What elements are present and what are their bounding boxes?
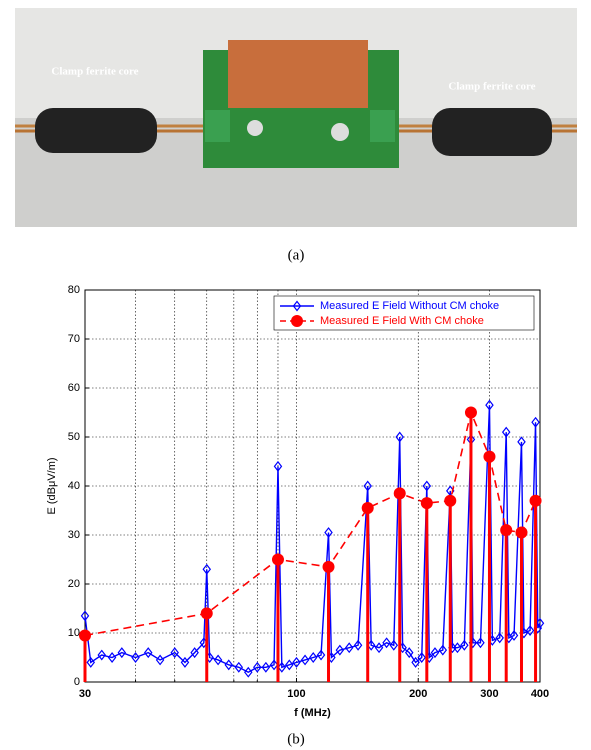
marker — [483, 451, 495, 463]
marker — [465, 407, 477, 419]
terminal — [370, 110, 395, 142]
marker — [291, 315, 303, 327]
marker — [79, 629, 91, 641]
y-tick-label: 70 — [68, 333, 80, 345]
x-tick-label: 300 — [480, 688, 498, 700]
y-tick-label: 80 — [68, 284, 80, 296]
x-axis-label: f (MHz) — [294, 707, 331, 719]
chart: 0 10 20 30 40 50 60 70 80 30 100 200 300 400 f (MHz) E … — [46, 284, 549, 719]
x-tick-label: 30 — [79, 688, 91, 700]
marker — [515, 527, 527, 539]
marker — [362, 502, 374, 514]
capacitor — [247, 120, 263, 136]
marker — [201, 607, 213, 619]
page: Clamp ferrite core Clamp ferrite core (a… — [0, 0, 591, 750]
y-tick-label: 0 — [74, 676, 80, 688]
x-tick-label: 200 — [409, 688, 427, 700]
marker — [444, 495, 456, 507]
ferrite-core — [35, 108, 157, 153]
y-tick-label: 20 — [68, 578, 80, 590]
photo-label: Clamp ferrite core — [448, 81, 535, 93]
y-tick-label: 40 — [68, 480, 80, 492]
legend: Measured E Field Without CM choke Measure… — [274, 296, 534, 330]
marker — [323, 561, 335, 573]
y-tick-label: 30 — [68, 529, 80, 541]
legend-label: Measured E Field Without CM choke — [320, 300, 499, 312]
y-tick-label: 60 — [68, 382, 80, 394]
x-tick-label: 400 — [531, 688, 549, 700]
capacitor — [331, 123, 349, 141]
caption: (b) — [287, 731, 305, 747]
terminal — [205, 110, 230, 142]
y-tick-label: 10 — [68, 627, 80, 639]
copper-shield — [228, 40, 368, 108]
marker — [272, 554, 284, 566]
caption: (a) — [288, 247, 305, 263]
photo-label: Clamp ferrite core — [51, 66, 138, 78]
marker — [394, 487, 406, 499]
marker — [421, 497, 433, 509]
marker — [500, 524, 512, 536]
y-tick-label: 50 — [68, 431, 80, 443]
x-tick-label: 100 — [287, 688, 305, 700]
photo: Clamp ferrite core Clamp ferrite core — [15, 8, 577, 227]
ferrite-core — [432, 108, 552, 156]
figure: Clamp ferrite core Clamp ferrite core (a… — [0, 0, 591, 750]
marker — [530, 495, 542, 507]
y-axis-label: E (dBμV/m) — [46, 457, 58, 514]
legend-label: Measured E Field With CM choke — [320, 315, 484, 327]
